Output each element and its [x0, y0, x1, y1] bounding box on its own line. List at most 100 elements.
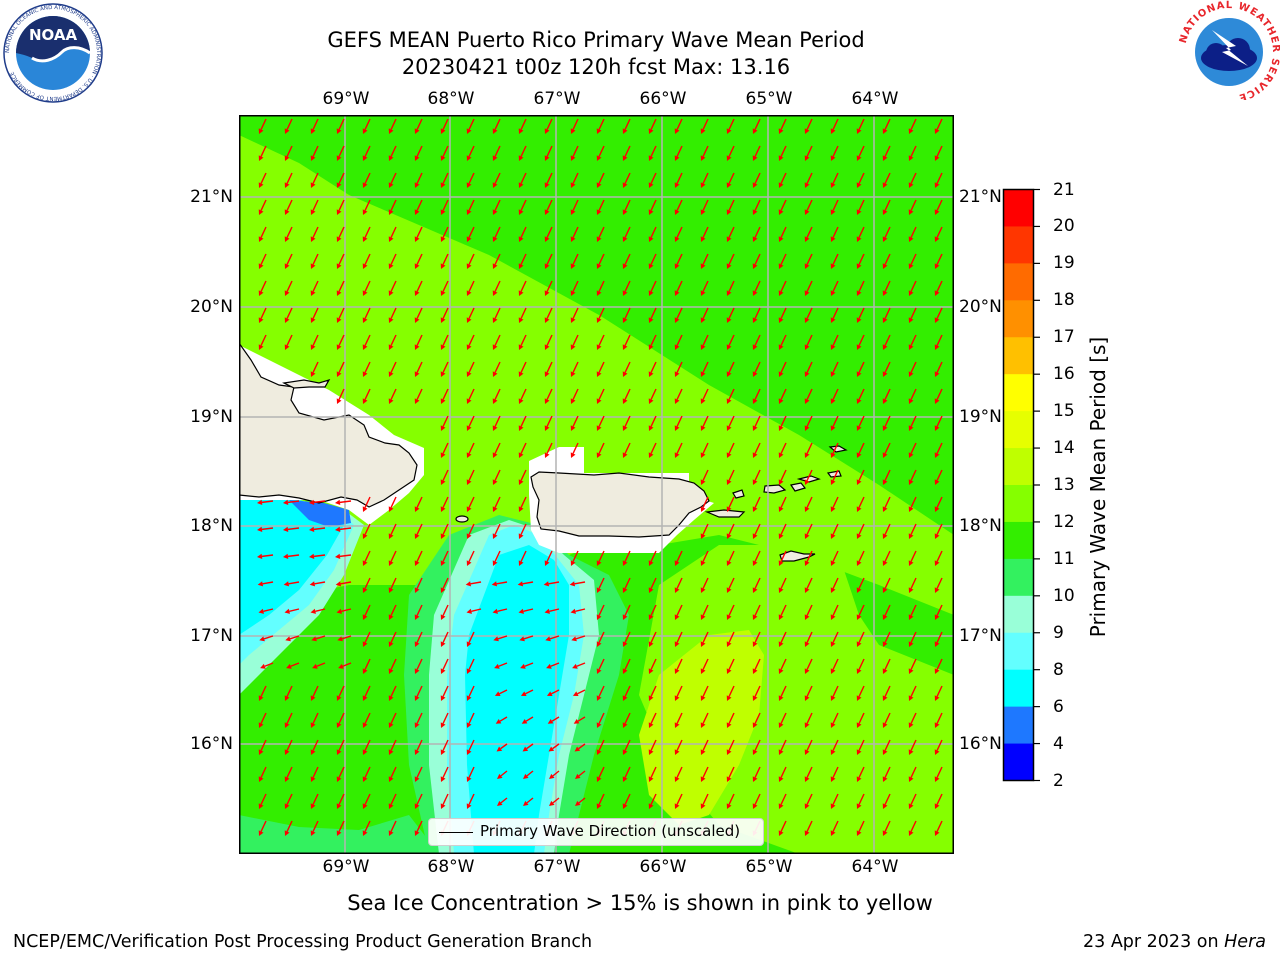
wave-arrow: [674, 604, 683, 620]
colorbar-tick-label: 18: [1053, 290, 1075, 311]
lat-tick-left: 19°N: [190, 407, 233, 427]
wave-arrow: [622, 739, 631, 755]
colorbar-cell: [1003, 226, 1034, 264]
sea-ice-note: Sea Ice Concentration > 15% is shown in …: [347, 891, 933, 915]
wave-arrow: [336, 145, 345, 161]
wave-arrow: [596, 172, 605, 188]
wave-arrow: [362, 604, 371, 620]
wave-arrow: [570, 145, 579, 161]
wave-arrow: [804, 496, 813, 512]
wave-arrow: [856, 577, 865, 593]
wave-arrow: [414, 226, 423, 242]
wave-arrow: [882, 685, 891, 701]
wave-arrow: [596, 442, 605, 458]
wave-arrow: [440, 442, 449, 458]
wave-arrow: [804, 199, 813, 215]
wave-arrow: [491, 581, 508, 587]
wave-arrow: [466, 226, 475, 242]
wave-arrow: [752, 658, 761, 674]
wave-arrow: [523, 770, 534, 779]
wave-arrow: [934, 469, 943, 485]
wave-arrow: [440, 712, 449, 728]
wave-arrow: [804, 469, 813, 485]
wave-arrow: [856, 280, 865, 296]
wave-arrow: [388, 307, 397, 323]
wave-arrow: [258, 172, 267, 188]
wave-arrow: [882, 226, 891, 242]
wave-arrow: [466, 199, 475, 215]
colorbar-tick-label: 11: [1053, 548, 1075, 569]
wave-arrow: [804, 388, 813, 404]
wave-arrow: [310, 172, 319, 188]
footer-credit: NCEP/EMC/Verification Post Processing Pr…: [13, 932, 593, 952]
wave-arrow: [622, 712, 631, 728]
wave-arrow: [572, 662, 586, 669]
wave-arrow: [830, 280, 839, 296]
wave-arrow: [752, 550, 761, 566]
wave-arrow: [570, 334, 579, 350]
wave-arrow: [752, 334, 761, 350]
lat-tick-left: 21°N: [190, 187, 233, 207]
wave-arrow: [752, 766, 761, 782]
footer-date-text: 23 Apr 2023 on: [1083, 932, 1225, 952]
wave-arrow: [752, 604, 761, 620]
wave-arrow: [596, 766, 605, 782]
legend-line-swatch: [439, 832, 473, 833]
wave-arrow: [440, 145, 449, 161]
wave-arrow: [804, 145, 813, 161]
wave-arrow: [882, 145, 891, 161]
wave-arrow: [882, 820, 891, 836]
lat-tick-right: 17°N: [959, 626, 1002, 646]
wave-arrow: [726, 766, 735, 782]
colorbar-cell: [1003, 448, 1034, 486]
wave-arrow: [700, 145, 709, 161]
wave-arrow: [882, 712, 891, 728]
wave-arrow: [648, 172, 657, 188]
wave-arrow: [258, 739, 267, 755]
wave-arrow: [830, 793, 839, 809]
wave-arrow: [596, 280, 605, 296]
wave-arrow: [335, 553, 352, 559]
nws-logo: NATIONAL WEATHER SERVICE: [1178, 0, 1280, 100]
wave-arrow: [934, 712, 943, 728]
wave-arrow: [726, 280, 735, 296]
wave-period-map: [239, 115, 954, 854]
wave-arrow: [388, 604, 397, 620]
wave-arrow: [752, 199, 761, 215]
wave-arrow: [414, 604, 423, 620]
wave-arrow: [778, 523, 787, 539]
wave-arrow: [856, 631, 865, 647]
wave-arrow: [257, 499, 274, 505]
wave-arrow: [575, 797, 586, 806]
wave-arrow: [778, 766, 787, 782]
wave-arrow: [778, 118, 787, 134]
wave-arrow: [518, 172, 527, 188]
wave-arrow: [752, 172, 761, 188]
wave-arrow: [778, 388, 787, 404]
lon-tick-top: 65°W: [745, 89, 793, 109]
wave-arrow: [466, 712, 475, 728]
wave-arrow: [440, 766, 449, 782]
wave-arrow: [856, 766, 865, 782]
wave-arrow: [284, 820, 293, 836]
wave-arrow: [310, 199, 319, 215]
wave-arrow: [547, 716, 560, 724]
wave-arrow: [804, 739, 813, 755]
wave-arrow: [856, 361, 865, 377]
wave-arrow: [648, 550, 657, 566]
wave-arrow: [622, 577, 631, 593]
wave-arrow: [572, 689, 586, 697]
wave-arrow: [804, 604, 813, 620]
wave-arrow: [882, 766, 891, 782]
wave-arrow: [544, 199, 553, 215]
wave-arrow: [362, 577, 371, 593]
wave-arrow: [752, 226, 761, 242]
wave-arrow: [258, 253, 267, 269]
wave-arrow: [440, 280, 449, 296]
wave-arrow: [335, 581, 352, 587]
wave-arrow: [570, 280, 579, 296]
wave-arrow: [596, 685, 605, 701]
wave-arrow: [414, 307, 423, 323]
wave-arrow: [726, 739, 735, 755]
wave-arrow: [778, 550, 787, 566]
